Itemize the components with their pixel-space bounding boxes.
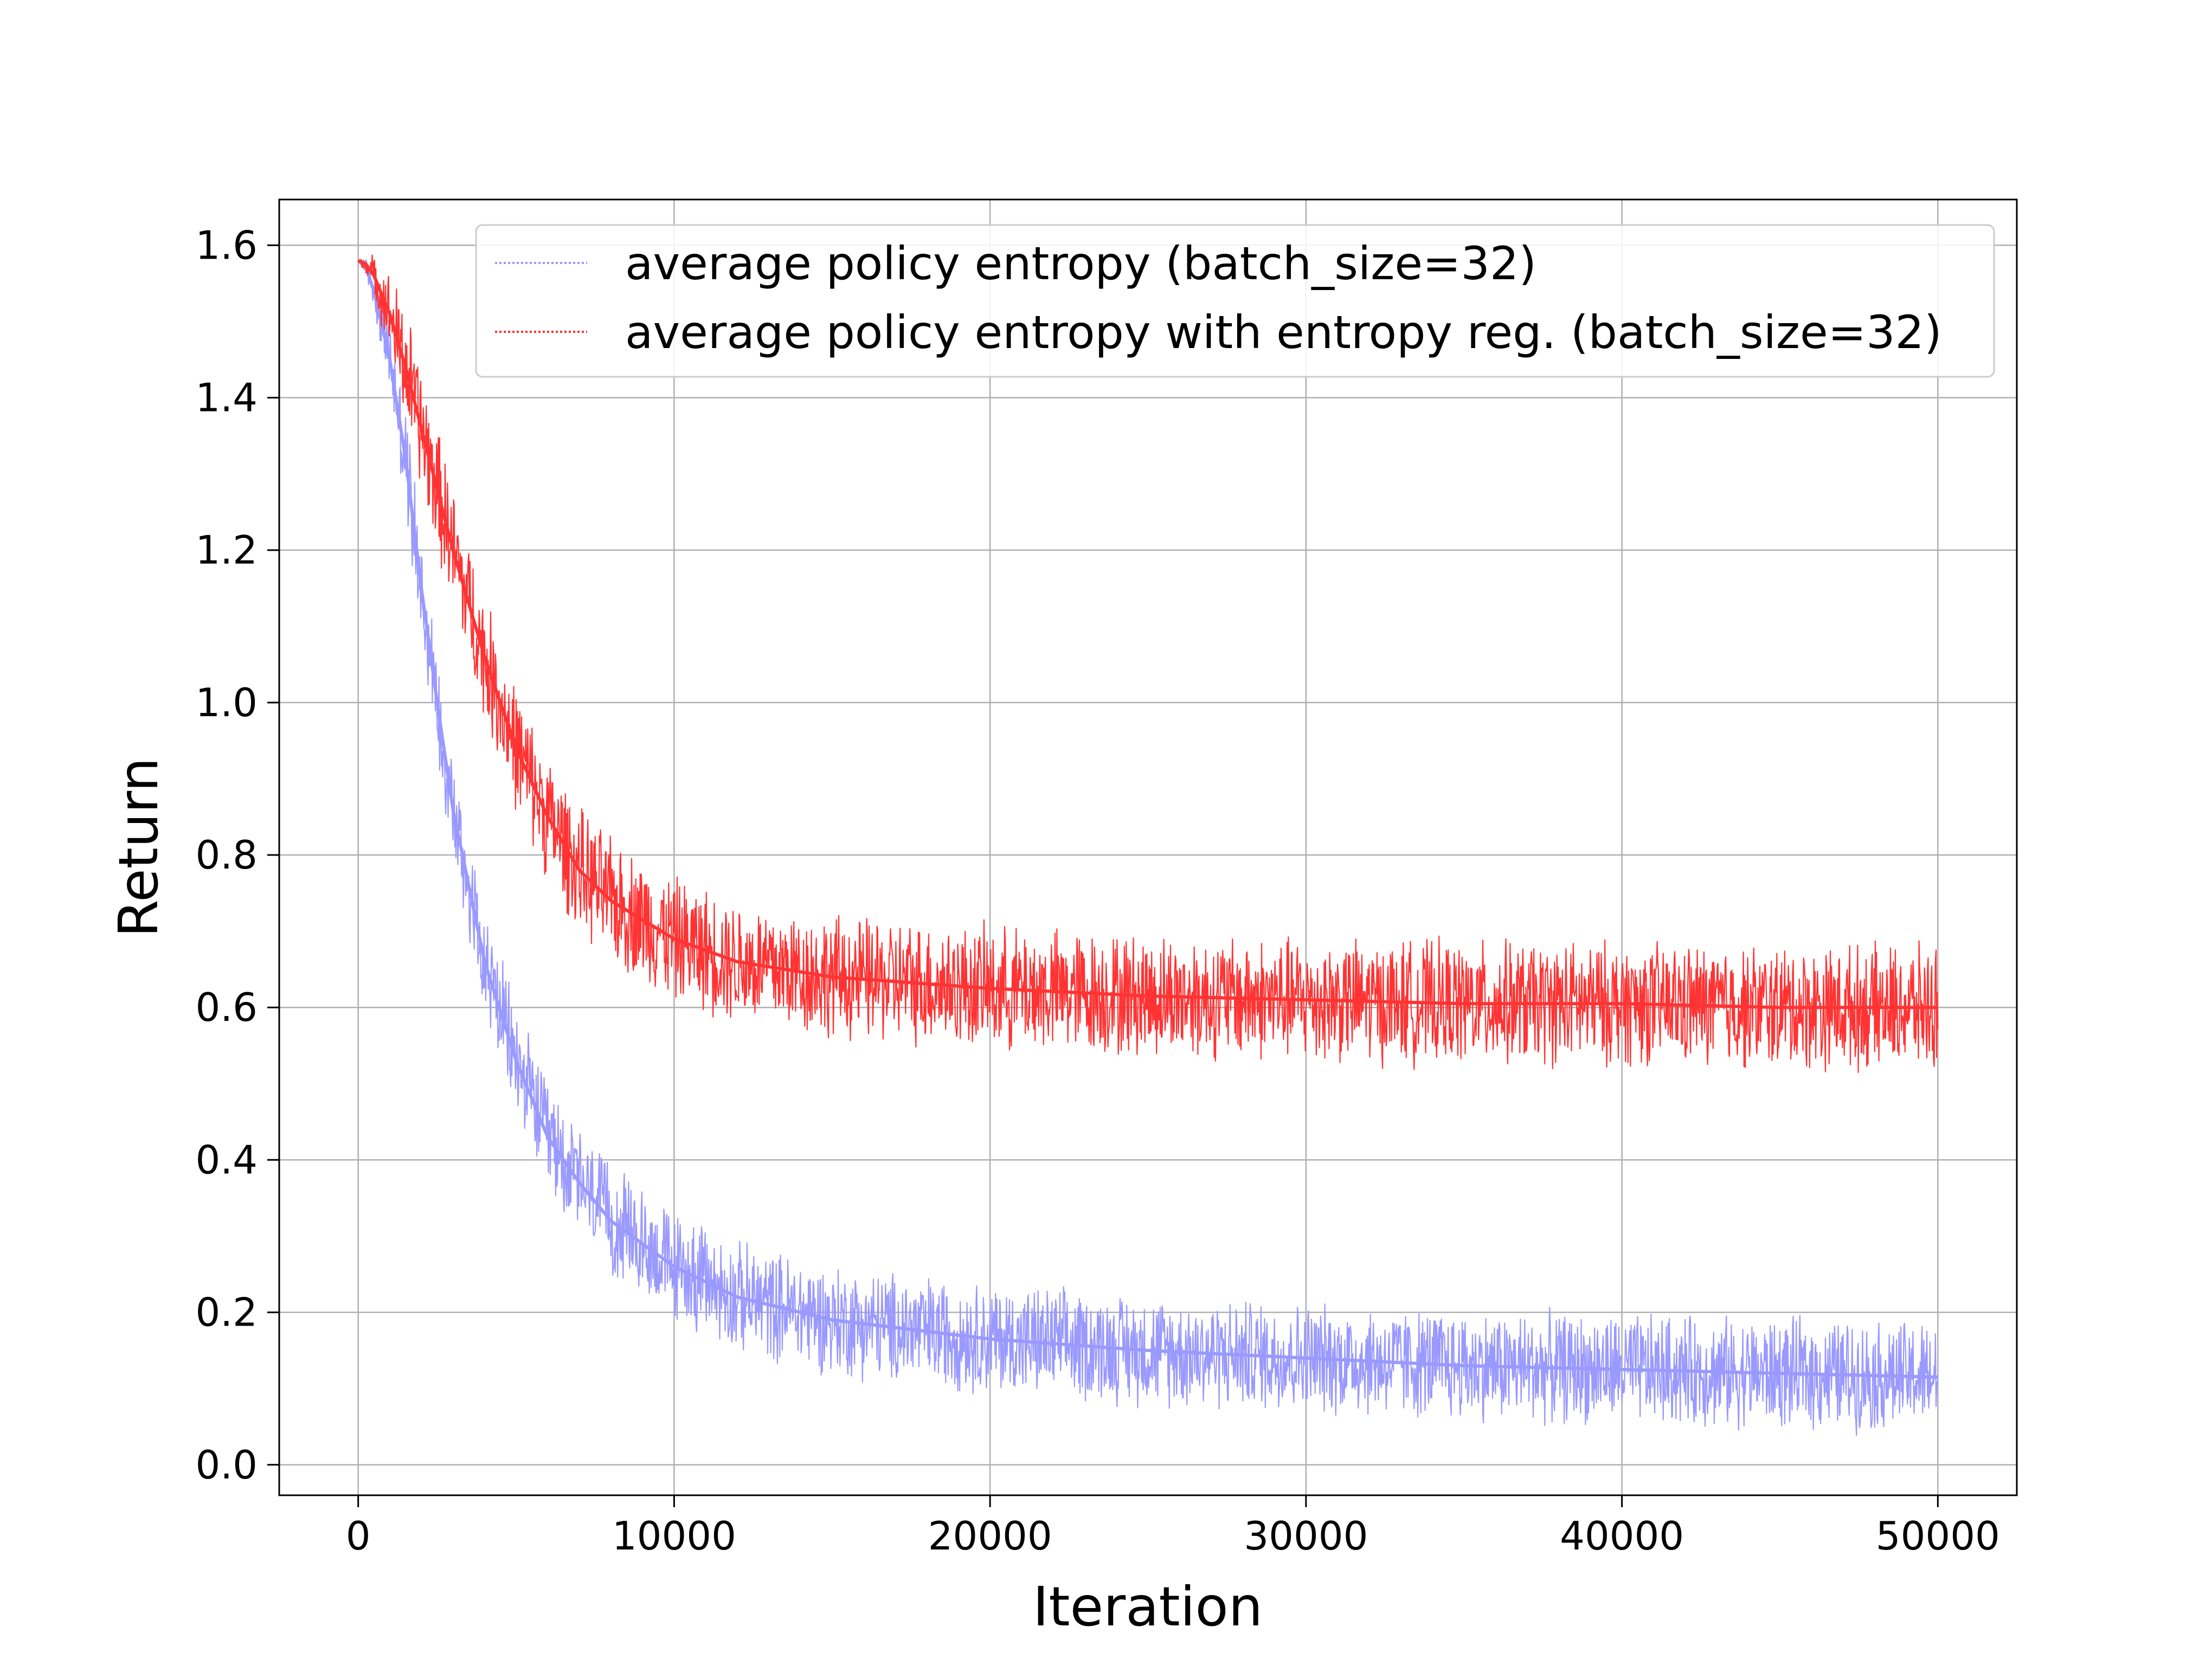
x-axis-label: Iteration <box>1033 1575 1263 1638</box>
x-tick-label: 10000 <box>612 1513 736 1559</box>
y-axis-label: Return <box>107 757 170 937</box>
y-tick-label: 1.4 <box>195 375 258 421</box>
axis-ticks: 0 10000 20000 30000 40000 50000 0.0 0.2 0.4 0.6 0.… <box>195 222 1999 1559</box>
legend-box <box>475 224 1995 378</box>
plot-frame <box>278 198 2018 1496</box>
legend: average policy entropy (batch_size=32)av… <box>475 224 1995 378</box>
y-tick-label: 1.6 <box>195 222 258 268</box>
legend-label-1: average policy entropy with entropy reg.… <box>625 306 1942 359</box>
x-tick-label: 20000 <box>928 1513 1052 1559</box>
series-noise-line-0 <box>358 259 1939 1436</box>
series-line-0 <box>357 259 1938 1379</box>
series-area <box>357 254 1939 1436</box>
y-tick-label: 1.0 <box>195 680 258 725</box>
series-noise-line-1 <box>358 254 1939 1073</box>
x-tick-label: 40000 <box>1560 1513 1684 1559</box>
x-tick-label: 0 <box>346 1513 371 1559</box>
series-line-1 <box>357 259 1938 1009</box>
y-tick-label: 0.8 <box>195 832 258 878</box>
y-tick-label: 0.0 <box>195 1442 258 1488</box>
x-tick-label: 50000 <box>1876 1513 2000 1559</box>
y-tick-label: 0.2 <box>195 1290 258 1335</box>
legend-label-0: average policy entropy (batch_size=32) <box>625 237 1536 290</box>
y-tick-label: 0.4 <box>195 1137 258 1182</box>
y-tick-label: 0.6 <box>195 985 258 1030</box>
y-tick-label: 1.2 <box>195 528 258 573</box>
x-tick-label: 30000 <box>1244 1513 1368 1559</box>
